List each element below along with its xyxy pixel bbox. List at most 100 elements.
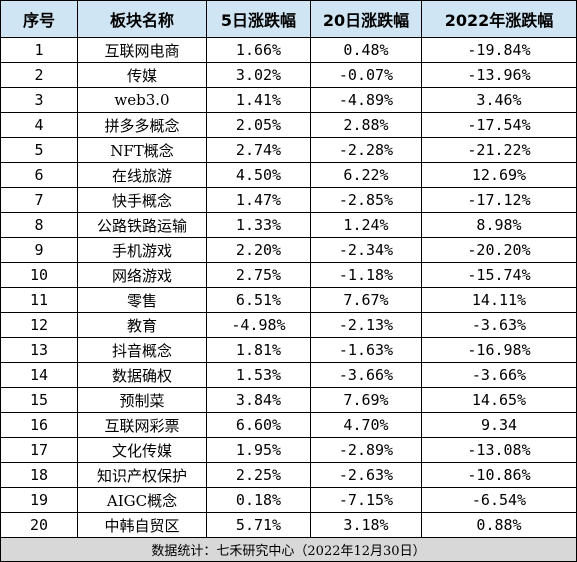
change-2022: -3.66% xyxy=(421,362,577,388)
sector-name: 中韩自贸区 xyxy=(77,512,207,538)
change-2022: -19.84% xyxy=(421,37,577,63)
row-index: 12 xyxy=(0,312,78,338)
table-header: 序号 板块名称 5日涨跌幅 20日涨跌幅 2022年涨跌幅 xyxy=(0,0,577,38)
change-20day: -3.66% xyxy=(310,362,422,388)
table-row: 16 互联网彩票 6.60% 4.70% 9.34 xyxy=(0,412,577,438)
sector-name: 手机游戏 xyxy=(77,237,207,263)
change-2022: -16.98% xyxy=(421,337,577,363)
sector-name: 公路铁路运输 xyxy=(77,212,207,238)
row-index: 14 xyxy=(0,362,78,388)
row-index: 10 xyxy=(0,262,78,288)
change-20day: 0.48% xyxy=(310,37,422,63)
change-20day: 1.24% xyxy=(310,212,422,238)
change-2022: -6.54% xyxy=(421,487,577,513)
change-20day: -0.07% xyxy=(310,62,422,88)
table-footer: 数据统计：七禾研究中心（2022年12月30日） xyxy=(0,537,577,562)
change-2022: 0.88% xyxy=(421,512,577,538)
change-5day: 3.02% xyxy=(206,62,311,88)
footer-row: 数据统计：七禾研究中心（2022年12月30日） xyxy=(0,537,577,562)
change-2022: 14.65% xyxy=(421,387,577,413)
sector-name: NFT概念 xyxy=(77,137,207,163)
change-5day: 2.20% xyxy=(206,237,311,263)
change-2022: -20.20% xyxy=(421,237,577,263)
row-index: 17 xyxy=(0,437,78,463)
change-5day: 2.75% xyxy=(206,262,311,288)
sector-name: 文化传媒 xyxy=(77,437,207,463)
table-row: 11 零售 6.51% 7.67% 14.11% xyxy=(0,287,577,313)
sector-name: 数据确权 xyxy=(77,362,207,388)
change-5day: 2.25% xyxy=(206,462,311,488)
table-row: 2 传媒 3.02% -0.07% -13.96% xyxy=(0,62,577,88)
row-index: 5 xyxy=(0,137,78,163)
change-20day: -1.18% xyxy=(310,262,422,288)
row-index: 8 xyxy=(0,212,78,238)
header-5day-change: 5日涨跌幅 xyxy=(206,0,311,38)
change-5day: 1.81% xyxy=(206,337,311,363)
change-20day: -2.85% xyxy=(310,187,422,213)
table-row: 4 拼多多概念 2.05% 2.88% -17.54% xyxy=(0,112,577,138)
header-20day-change: 20日涨跌幅 xyxy=(310,0,422,38)
change-2022: 14.11% xyxy=(421,287,577,313)
change-20day: -2.28% xyxy=(310,137,422,163)
change-2022: -21.22% xyxy=(421,137,577,163)
table-row: 19 AIGC概念 0.18% -7.15% -6.54% xyxy=(0,487,577,513)
table-row: 1 互联网电商 1.66% 0.48% -19.84% xyxy=(0,37,577,63)
row-index: 13 xyxy=(0,337,78,363)
change-5day: 6.60% xyxy=(206,412,311,438)
header-sector-name: 板块名称 xyxy=(77,0,207,38)
change-2022: -17.54% xyxy=(421,112,577,138)
change-5day: -4.98% xyxy=(206,312,311,338)
change-5day: 1.53% xyxy=(206,362,311,388)
row-index: 6 xyxy=(0,162,78,188)
change-20day: 7.67% xyxy=(310,287,422,313)
sector-name: 零售 xyxy=(77,287,207,313)
table-row: 6 在线旅游 4.50% 6.22% 12.69% xyxy=(0,162,577,188)
change-2022: 12.69% xyxy=(421,162,577,188)
change-5day: 6.51% xyxy=(206,287,311,313)
change-20day: 4.70% xyxy=(310,412,422,438)
change-2022: -17.12% xyxy=(421,187,577,213)
row-index: 3 xyxy=(0,87,78,113)
change-2022: 3.46% xyxy=(421,87,577,113)
change-5day: 1.33% xyxy=(206,212,311,238)
change-5day: 2.05% xyxy=(206,112,311,138)
sector-name: 教育 xyxy=(77,312,207,338)
header-index: 序号 xyxy=(0,0,78,38)
sector-name: 互联网彩票 xyxy=(77,412,207,438)
table-row: 8 公路铁路运输 1.33% 1.24% 8.98% xyxy=(0,212,577,238)
change-20day: 2.88% xyxy=(310,112,422,138)
change-5day: 4.50% xyxy=(206,162,311,188)
sector-name: 拼多多概念 xyxy=(77,112,207,138)
table-body: 1 互联网电商 1.66% 0.48% -19.84% 2 传媒 3.02% -0.07% -13… xyxy=(0,37,577,538)
change-2022: 9.34 xyxy=(421,412,577,438)
change-20day: -1.63% xyxy=(310,337,422,363)
table-row: 14 数据确权 1.53% -3.66% -3.66% xyxy=(0,362,577,388)
change-20day: -7.15% xyxy=(310,487,422,513)
table-row: 15 预制菜 3.84% 7.69% 14.65% xyxy=(0,387,577,413)
change-20day: 7.69% xyxy=(310,387,422,413)
change-5day: 2.74% xyxy=(206,137,311,163)
header-2022-change: 2022年涨跌幅 xyxy=(421,0,577,38)
change-20day: -2.63% xyxy=(310,462,422,488)
change-2022: 8.98% xyxy=(421,212,577,238)
row-index: 11 xyxy=(0,287,78,313)
change-5day: 1.95% xyxy=(206,437,311,463)
sector-name: 网络游戏 xyxy=(77,262,207,288)
change-20day: 3.18% xyxy=(310,512,422,538)
table-row: 13 抖音概念 1.81% -1.63% -16.98% xyxy=(0,337,577,363)
table-row: 3 web3.0 1.41% -4.89% 3.46% xyxy=(0,87,577,113)
row-index: 16 xyxy=(0,412,78,438)
row-index: 1 xyxy=(0,37,78,63)
table-row: 18 知识产权保护 2.25% -2.63% -10.86% xyxy=(0,462,577,488)
sector-name: 抖音概念 xyxy=(77,337,207,363)
change-20day: 6.22% xyxy=(310,162,422,188)
sector-name: 知识产权保护 xyxy=(77,462,207,488)
row-index: 4 xyxy=(0,112,78,138)
change-20day: -4.89% xyxy=(310,87,422,113)
table-row: 10 网络游戏 2.75% -1.18% -15.74% xyxy=(0,262,577,288)
header-row: 序号 板块名称 5日涨跌幅 20日涨跌幅 2022年涨跌幅 xyxy=(0,0,577,38)
change-2022: -13.08% xyxy=(421,437,577,463)
table-row: 9 手机游戏 2.20% -2.34% -20.20% xyxy=(0,237,577,263)
data-source-note: 数据统计：七禾研究中心（2022年12月30日） xyxy=(0,537,577,562)
